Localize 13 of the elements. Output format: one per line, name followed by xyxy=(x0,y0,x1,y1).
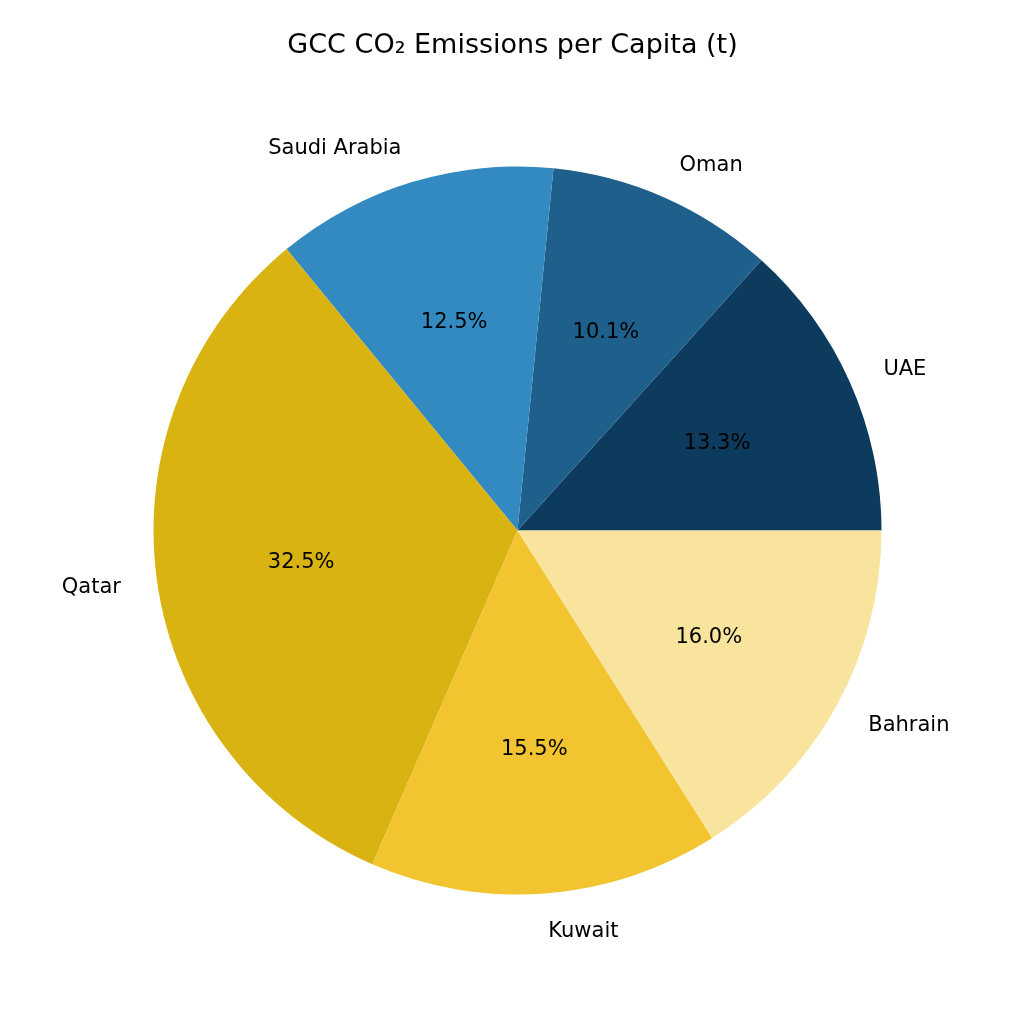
data-label: 16.0% xyxy=(675,623,743,648)
slice-label: Bahrain xyxy=(868,711,950,736)
slice-label: UAE xyxy=(883,355,927,380)
data-label: 13.3% xyxy=(683,429,751,454)
slice-label: Saudi Arabia xyxy=(268,135,402,160)
data-label: 10.1% xyxy=(572,318,640,343)
data-label: 15.5% xyxy=(500,736,568,761)
data-label: 12.5% xyxy=(420,309,488,334)
slice-label: Qatar xyxy=(61,573,122,598)
slice-label: Oman xyxy=(679,152,743,177)
data-label: 32.5% xyxy=(267,548,335,573)
slice-label: Kuwait xyxy=(548,917,619,942)
chart-title: GCC CO₂ Emissions per Capita (t) xyxy=(287,28,738,59)
